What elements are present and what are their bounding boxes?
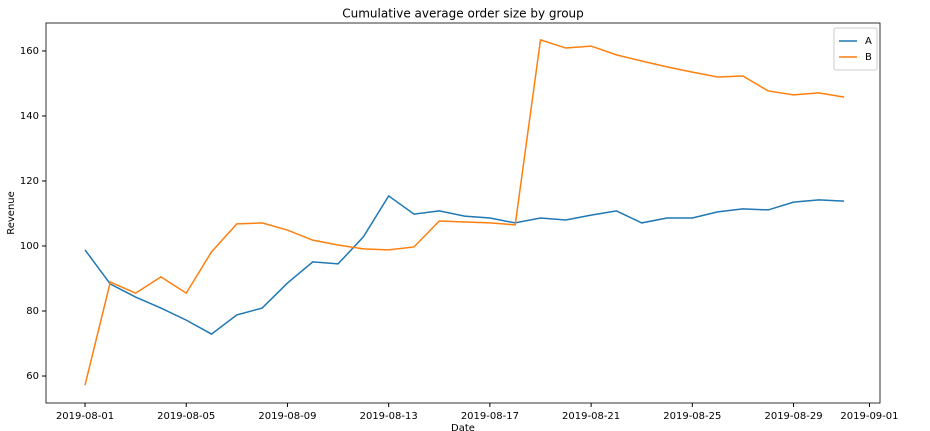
x-tick-label: 2019-09-01 bbox=[840, 411, 898, 422]
y-tick-label: 120 bbox=[20, 176, 39, 187]
x-tick-label: 2019-08-05 bbox=[157, 411, 215, 422]
x-tick-label: 2019-08-25 bbox=[663, 411, 721, 422]
x-tick-label: 2019-08-21 bbox=[562, 411, 620, 422]
y-tick-label: 100 bbox=[20, 241, 39, 252]
chart-title: Cumulative average order size by group bbox=[342, 7, 584, 21]
x-tick-label: 2019-08-29 bbox=[764, 411, 822, 422]
y-tick-label: 160 bbox=[20, 46, 39, 57]
y-tick-label: 60 bbox=[26, 371, 39, 382]
y-tick-label: 80 bbox=[26, 306, 39, 317]
legend-box bbox=[833, 27, 878, 71]
series-line bbox=[84, 38, 845, 386]
y-tick-label: 140 bbox=[20, 111, 39, 122]
series-line bbox=[84, 194, 845, 335]
x-axis-label: Date bbox=[451, 423, 475, 431]
legend-label: A bbox=[865, 36, 872, 47]
axes-frame bbox=[45, 22, 881, 404]
x-tick-label: 2019-08-17 bbox=[461, 411, 519, 422]
legend-label: B bbox=[865, 52, 872, 63]
y-axis-label: Revenue bbox=[6, 191, 17, 235]
x-tick-label: 2019-08-01 bbox=[56, 411, 114, 422]
x-tick-label: 2019-08-13 bbox=[360, 411, 418, 422]
x-tick-label: 2019-08-09 bbox=[258, 411, 316, 422]
